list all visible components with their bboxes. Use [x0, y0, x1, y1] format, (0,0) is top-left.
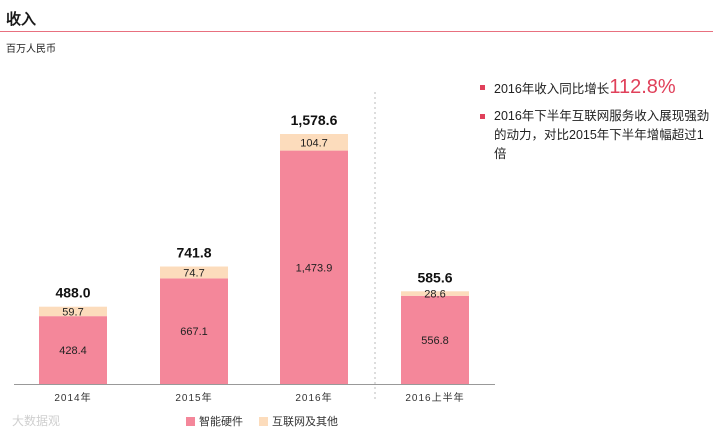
x-tick-label-0: 2014年 — [54, 391, 91, 404]
data-label-hardware-2: 1,473.9 — [296, 262, 333, 274]
bullet-growth-highlight: 112.8% — [609, 76, 676, 98]
x-tick-label-3: 2016上半年 — [405, 391, 464, 404]
x-tick-label-2: 2016年 — [295, 391, 332, 404]
x-tick-label-1: 2015年 — [175, 391, 212, 404]
bullet-square-icon — [480, 85, 485, 90]
chart-legend: 智能硬件 互联网及其他 — [186, 413, 338, 429]
bullet-internet-text: 2016年下半年互联网服务收入展现强劲的动力，对比2015年下半年增幅超过1倍 — [494, 109, 710, 161]
page-title: 收入 — [6, 11, 37, 28]
bullet-growth: 2016年收入同比增长112.8% — [480, 76, 710, 99]
legend-label-hardware: 智能硬件 — [199, 416, 243, 428]
legend-swatch-internet — [259, 416, 268, 426]
total-label-3: 585.6 — [417, 269, 452, 285]
legend-item-hardware: 智能硬件 — [186, 413, 243, 429]
bar-internet-3 — [401, 291, 469, 296]
bullet-internet: 2016年下半年互联网服务收入展现强劲的动力，对比2015年下半年增幅超过1倍 — [480, 107, 710, 164]
watermark-logo: 大数据观 — [12, 414, 61, 428]
bar-hardware-2 — [280, 150, 348, 384]
total-label-1: 741.8 — [176, 245, 211, 261]
data-label-hardware-1: 667.1 — [180, 326, 208, 338]
data-label-internet-3: 28.6 — [424, 289, 445, 301]
bar-internet-1 — [160, 266, 228, 279]
bar-internet-2 — [280, 134, 348, 151]
legend-label-internet: 互联网及其他 — [272, 416, 338, 428]
total-label-0: 488.0 — [55, 285, 90, 301]
legend-item-internet: 互联网及其他 — [259, 413, 338, 429]
key-points: 2016年收入同比增长112.8% 2016年下半年互联网服务收入展现强劲的动力… — [480, 76, 710, 172]
bar-hardware-3 — [401, 295, 469, 384]
bar-hardware-1 — [160, 278, 228, 384]
total-label-2: 1,578.6 — [291, 112, 338, 128]
bar-internet-0 — [39, 306, 107, 317]
data-label-internet-0: 59.7 — [62, 306, 83, 318]
bullet-square-icon — [480, 114, 485, 119]
bar-hardware-0 — [39, 316, 107, 384]
data-label-hardware-0: 428.4 — [59, 345, 87, 357]
unit-label: 百万人民币 — [6, 44, 56, 55]
title-divider — [0, 31, 713, 32]
data-label-internet-1: 74.7 — [183, 267, 204, 279]
legend-swatch-hardware — [186, 416, 195, 426]
bullet-growth-text: 2016年收入同比增长 — [494, 82, 610, 96]
data-label-hardware-3: 556.8 — [421, 335, 449, 347]
data-label-internet-2: 104.7 — [300, 137, 328, 149]
